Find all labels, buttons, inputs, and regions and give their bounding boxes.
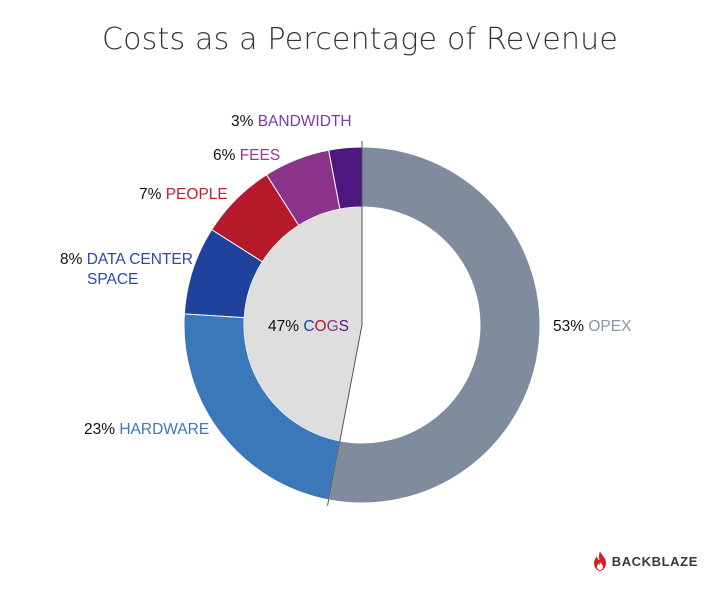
cogs-letter: G [326,318,339,335]
brand-name: BACKBLAZE [611,553,698,569]
label-bandwidth-name: BANDWIDTH [257,113,352,130]
label-data-center-name: DATA CENTER [86,251,193,268]
label-opex-name: OPEX [588,318,632,335]
label-bandwidth: 3% BANDWIDTH [231,112,352,132]
outer-ring [183,146,541,504]
label-data-center-name-line2: SPACE [87,271,139,288]
label-people: 7% PEOPLE [139,185,228,205]
label-people-pct: 7% [139,186,162,203]
divider-bottom [327,324,363,506]
slice-cogs [244,207,362,441]
label-data-center-pct: 8% [60,251,83,268]
cogs-letter: S [338,318,350,335]
label-hardware: 23% HARDWARE [84,420,209,440]
label-fees: 6% FEES [213,146,280,166]
label-fees-name: FEES [239,147,281,164]
label-people-name: PEOPLE [165,186,228,203]
label-cogs: 47% COGS [268,317,349,337]
label-data-center-space: 8% DATA CENTER SPACE [60,250,193,290]
label-opex: 53% OPEX [553,317,631,337]
label-cogs-pct: 47% [268,318,300,335]
brand-logo: BACKBLAZE [592,551,698,571]
label-opex-pct: 53% [553,318,585,335]
label-cogs-name: COGS [303,318,349,335]
flame-icon [593,551,606,571]
chart-title: Costs as a Percentage of Revenue [101,22,619,57]
inner-pie [244,141,363,506]
slice-opex [328,146,541,504]
label-fees-pct: 6% [213,147,236,164]
label-bandwidth-pct: 3% [231,113,254,130]
cogs-letter: C [303,318,315,335]
cogs-letter: O [314,318,327,335]
label-hardware-name: HARDWARE [119,421,210,438]
label-hardware-pct: 23% [84,421,116,438]
